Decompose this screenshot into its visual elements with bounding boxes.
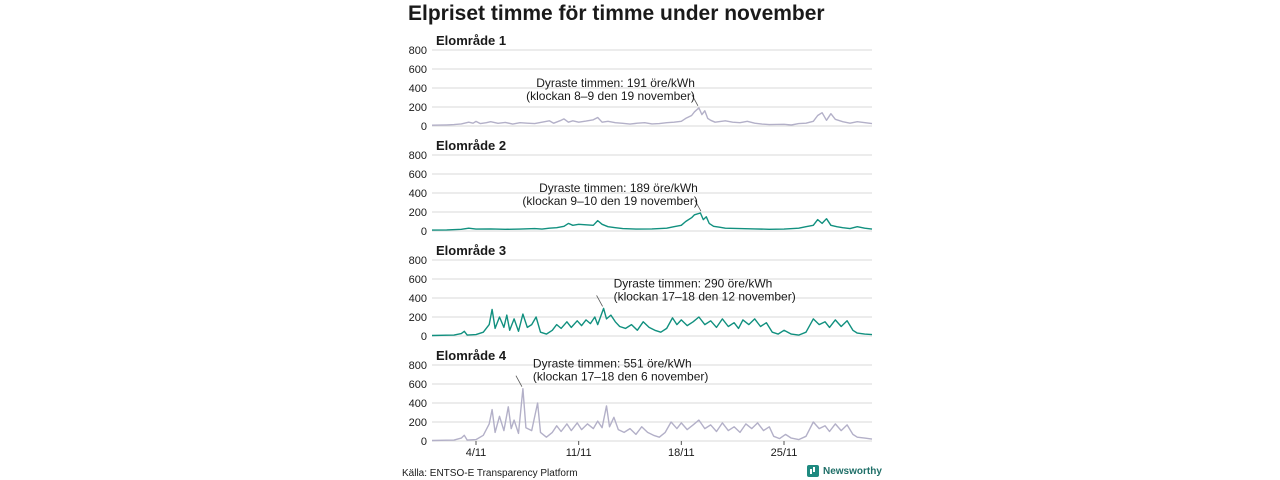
y-tick-label: 200 — [409, 417, 427, 429]
brand-name: Newsworthy — [823, 465, 882, 477]
x-tick-label: 18/11 — [668, 447, 695, 459]
y-tick-label: 800 — [409, 45, 427, 57]
series-line — [431, 212, 873, 231]
y-tick-label: 800 — [409, 150, 427, 162]
y-tick-label: 400 — [409, 188, 427, 200]
y-tick-label: 400 — [409, 293, 427, 305]
annotation-leader — [691, 94, 699, 107]
annotation-line2: (klockan 9–10 den 19 november) — [522, 194, 697, 208]
series-line — [431, 307, 873, 337]
annotation-line2: (klockan 17–18 den 6 november) — [533, 370, 708, 384]
y-tick-label: 0 — [421, 121, 427, 133]
series-line — [431, 107, 873, 126]
annotation-leader — [515, 375, 523, 387]
y-tick-label: 800 — [409, 255, 427, 267]
x-tick-label: 4/11 — [466, 447, 487, 459]
brand-logo: Newsworthy — [807, 465, 882, 477]
y-tick-label: 800 — [409, 360, 427, 372]
y-tick-label: 0 — [421, 226, 427, 238]
x-tick-label: 11/11 — [566, 447, 592, 459]
annotation-leader — [596, 295, 603, 307]
panel-title: Elområde 2 — [436, 138, 506, 153]
annotation-line1: Dyraste timmen: 191 öre/kWh — [536, 76, 695, 90]
annotation-line1: Dyraste timmen: 290 öre/kWh — [614, 276, 773, 290]
y-tick-label: 600 — [409, 64, 427, 76]
y-tick-label: 200 — [409, 102, 427, 114]
annotation-line1: Dyraste timmen: 189 öre/kWh — [539, 181, 698, 195]
panel-title: Elområde 1 — [436, 33, 506, 48]
source-note: Källa: ENTSO-E Transparency Platform — [402, 468, 578, 479]
panel-title: Elområde 4 — [436, 348, 507, 363]
y-tick-label: 400 — [409, 398, 427, 410]
panel-title: Elområde 3 — [436, 243, 506, 258]
y-tick-label: 200 — [409, 207, 427, 219]
chart-title: Elpriset timme för timme under november — [408, 2, 825, 25]
y-tick-label: 0 — [421, 331, 427, 343]
y-tick-label: 400 — [409, 83, 427, 95]
annotation-line2: (klockan 8–9 den 19 november) — [526, 89, 695, 103]
y-tick-label: 600 — [409, 169, 427, 181]
annotation-line2: (klockan 17–18 den 12 november) — [614, 289, 796, 303]
series-line — [431, 388, 873, 442]
annotation-line1: Dyraste timmen: 551 öre/kWh — [533, 357, 692, 371]
y-tick-label: 0 — [421, 436, 427, 448]
annotation-leader — [694, 199, 702, 212]
y-tick-label: 200 — [409, 312, 427, 324]
y-tick-label: 600 — [409, 379, 427, 391]
newsworthy-icon — [807, 465, 819, 477]
y-tick-label: 600 — [409, 274, 427, 286]
x-tick-label: 25/11 — [771, 447, 798, 459]
